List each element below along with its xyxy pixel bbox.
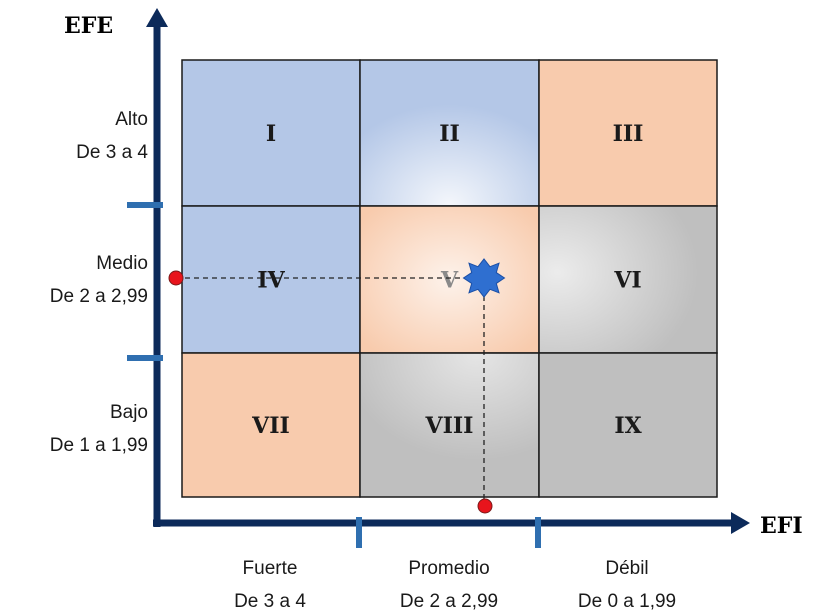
cell-ix-label: IX [614, 413, 642, 439]
cell-vii-label: VII [251, 413, 290, 439]
efi-score-marker [477, 498, 493, 514]
cell-ii-shading [361, 61, 538, 205]
efe-score-marker [168, 270, 184, 286]
y-level-high-range: De 3 a 4 [76, 142, 148, 163]
y-level-low-range: De 1 a 1,99 [50, 435, 148, 456]
y-level-mid-range: De 2 a 2,99 [50, 286, 148, 307]
x-level-average-name: Promedio [408, 558, 489, 579]
x-axis-arrowhead [731, 512, 750, 534]
cell-vi-label: VI [613, 268, 641, 294]
cell-i [181, 59, 361, 207]
cell-i-label: I [266, 121, 276, 147]
cell-ix [538, 352, 718, 498]
x-level-average-range: De 2 a 2,99 [400, 591, 498, 612]
cell-iii-label: III [613, 121, 644, 147]
cell-vii [181, 352, 361, 498]
y-level-mid-name: Medio [96, 253, 148, 274]
y-level-low-name: Bajo [110, 402, 148, 423]
cell-viii-shading [361, 354, 538, 496]
y-level-high-name: Alto [115, 109, 148, 130]
position-star-icon [462, 258, 506, 298]
cell-viii-label: VIII [425, 413, 474, 439]
y-axis-title: EFE [64, 13, 113, 39]
x-level-strong-name: Fuerte [243, 558, 298, 579]
cell-ii-label: II [439, 121, 460, 147]
cell-v-shading [361, 207, 538, 352]
x-level-weak-name: Débil [605, 558, 648, 579]
y-axis-arrowhead [146, 8, 168, 27]
x-axis-title: EFI [760, 513, 803, 539]
x-level-strong-range: De 3 a 4 [234, 591, 306, 612]
cell-vi-shading [540, 207, 716, 352]
cell-iv-label: IV [257, 268, 285, 294]
x-level-weak-range: De 0 a 1,99 [578, 591, 676, 612]
cell-v-label: V [440, 268, 459, 294]
cell-iii [538, 59, 718, 207]
